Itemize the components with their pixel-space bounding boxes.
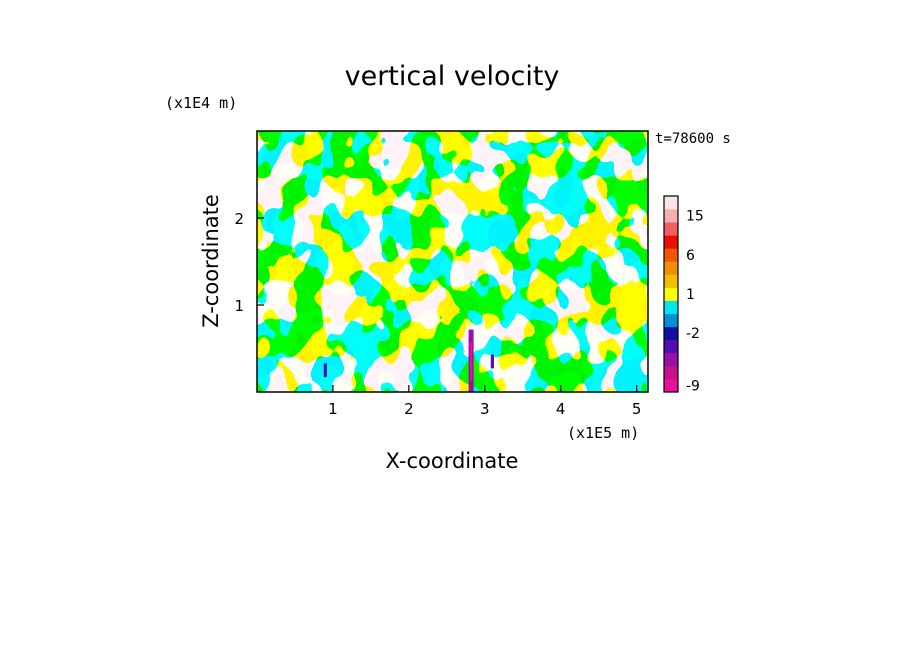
x-tick-label-1: 2: [404, 400, 414, 418]
colorbar-swatch-12: [664, 222, 678, 236]
x-unit-label: (x1E5 m): [567, 424, 639, 442]
y-tick-label-0: 1: [234, 297, 244, 315]
colorbar-label-13: 15: [686, 209, 704, 225]
colorbar-label-0: -9: [686, 378, 700, 394]
feature-core-0: [470, 342, 473, 381]
feature-mark-2: [490, 354, 494, 369]
x-tick-label-2: 3: [480, 400, 490, 418]
colorbar-label-7: 1: [686, 287, 695, 303]
y-axis-ticks: 12: [234, 210, 264, 315]
x-tick-label-0: 1: [328, 400, 338, 418]
y-axis-label: Z-coordinate: [199, 194, 223, 328]
colorbar-swatch-13: [664, 209, 678, 223]
feature-mark-1: [323, 363, 327, 378]
colorbar-swatch-8: [664, 274, 678, 288]
chart-title: vertical velocity: [345, 61, 560, 92]
plot-frame: [256, 130, 649, 393]
x-tick-label-4: 5: [632, 400, 642, 418]
velocity-field-pattern: [257, 131, 648, 392]
colorbar-swatch-3: [664, 339, 678, 354]
colorbar-swatch-14: [664, 196, 678, 210]
colorbar-swatch-11: [664, 235, 678, 249]
colorbar-swatch-5: [664, 313, 678, 328]
colorbar-swatch-7: [664, 287, 678, 301]
colorbar-swatch-1: [664, 365, 678, 380]
time-label: t=78600 s: [655, 131, 731, 147]
colorbar-swatch-0: [664, 378, 678, 393]
y-unit-label: (x1E4 m): [165, 94, 237, 112]
colorbar-swatch-6: [664, 300, 678, 314]
x-axis-ticks: 1 2 3 4 5: [328, 385, 641, 418]
colorbar-label-4: -2: [686, 326, 700, 342]
colorbar: -9 -2 1 6 15: [663, 195, 704, 394]
colorbar-swatch-2: [664, 352, 678, 367]
plot-area: [257, 131, 648, 392]
colorbar-swatch-10: [664, 248, 678, 262]
x-tick-label-3: 4: [556, 400, 566, 418]
x-axis-label: X-coordinate: [386, 449, 519, 473]
y-tick-label-1: 2: [234, 210, 244, 228]
colorbar-swatch-9: [664, 261, 678, 275]
colorbar-label-10: 6: [686, 248, 695, 264]
colorbar-swatch-4: [664, 326, 678, 341]
feature-layer: [323, 329, 494, 392]
colorbar-frame: [663, 195, 679, 393]
